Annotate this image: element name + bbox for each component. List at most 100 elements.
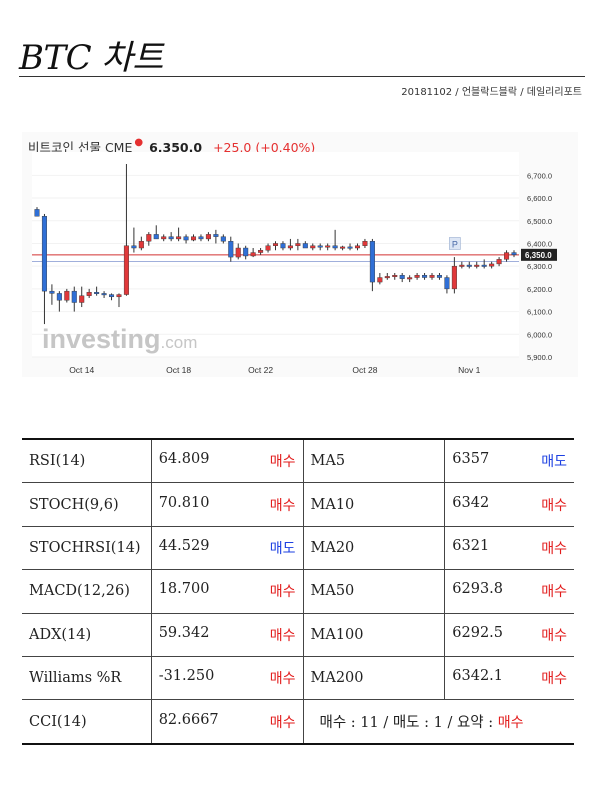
x-tick-label: Oct 14 — [69, 365, 94, 375]
indicator-name: STOCH(9,6) — [22, 482, 152, 527]
candle-body — [429, 275, 435, 278]
candle-body — [41, 216, 47, 292]
indicator-cell: 44.529 매도 — [151, 526, 304, 571]
ma-value: 6342 — [452, 494, 490, 511]
report-meta: 20181102 / 언블락드블락 / 데일리리포트 — [401, 87, 582, 98]
candle-body — [34, 209, 40, 217]
candle-body — [474, 264, 480, 267]
instrument-change: +25.0 (+0.40%) — [213, 140, 316, 155]
candle-body — [310, 245, 316, 249]
candle-body — [101, 293, 107, 296]
candlestick-chart: investing.com P 6,700.0 6,600.0 6,500.0 6,400… — [32, 152, 557, 375]
candle-body — [161, 236, 167, 240]
candle-body — [71, 290, 77, 303]
watermark-brand: investing — [42, 324, 161, 354]
x-tick-label: Nov 1 — [458, 365, 480, 375]
candle-body — [347, 246, 353, 249]
y-tick-label: 6,500.0 — [527, 217, 552, 226]
candle-body — [362, 240, 368, 246]
indicator-row: STOCHRSI(14) 44.529 매도 MA20 6321 매수 — [22, 526, 574, 571]
ma-value: 6357 — [452, 451, 490, 468]
signal-summary: 매수 : 11 / 매도 : 1 / 요약 : 매수 — [303, 700, 574, 744]
indicator-row: RSI(14) 64.809 매수 MA5 6357 매도 — [22, 439, 574, 484]
indicator-cell: 59.342 매수 — [151, 613, 304, 657]
y-tick-label: 6,700.0 — [527, 171, 552, 180]
ma-name: MA50 — [303, 569, 446, 614]
candle-body — [340, 246, 346, 249]
candle-body — [56, 293, 62, 301]
candle-body — [496, 259, 502, 265]
page-title: BTC 차트 — [19, 38, 164, 78]
ma-signal: 매수 — [541, 671, 567, 688]
candle-body — [489, 263, 495, 267]
last-price-label: 6,350.0 — [525, 251, 552, 260]
summary-text: 매수 : 11 / 매도 : 1 / 요약 : — [319, 715, 498, 732]
instrument-name: 비트코인 선물 CME — [28, 140, 133, 155]
indicator-signal: 매수 — [269, 497, 296, 514]
indicator-name: ADX(14) — [22, 613, 152, 657]
ma-signal: 매도 — [541, 454, 567, 471]
candle-body — [325, 245, 331, 248]
ma-signal: 매수 — [541, 627, 567, 644]
candle-body — [422, 275, 428, 278]
candle-body — [146, 234, 152, 242]
summary-result: 매수 — [497, 715, 524, 732]
candle-body — [377, 277, 383, 283]
x-tick-label: Oct 22 — [248, 365, 273, 375]
candle-body — [228, 240, 234, 258]
y-tick-label: 6,300.0 — [527, 262, 552, 271]
indicator-signal: 매수 — [269, 627, 296, 644]
instrument-price: 6,350.0 — [149, 140, 203, 155]
indicator-row: CCI(14) 82.6667 매수 매수 : 11 / 매도 : 1 / 요약 : … — [22, 699, 574, 744]
ma-name: MA10 — [303, 482, 446, 527]
candle-body — [250, 252, 256, 257]
candle-body — [258, 250, 264, 253]
candle-body — [436, 275, 442, 278]
indicator-value: -31.250 — [158, 668, 215, 685]
indicator-cell: 82.6667 매수 — [151, 699, 304, 744]
ma-value: 6342.1 — [452, 668, 504, 685]
watermark-suffix: .com — [161, 333, 198, 352]
indicator-value: 59.342 — [158, 624, 210, 641]
candle-body — [354, 245, 360, 249]
ma-cell: 6342 매수 — [444, 482, 574, 527]
indicator-name: MACD(12,26) — [22, 569, 152, 614]
indicator-signal: 매수 — [269, 584, 296, 601]
ma-name: MA200 — [303, 656, 446, 701]
candle-body — [138, 240, 144, 249]
indicator-name: Williams %R — [22, 656, 152, 701]
chart-header: 비트코인 선물 CME ● 6,350.0 +25.0 (+0.40%) — [28, 137, 315, 156]
candle-body — [94, 292, 100, 294]
ma-cell: 6342.1 매수 — [444, 656, 574, 701]
y-tick-label: 6,100.0 — [527, 308, 552, 317]
candle-body — [369, 240, 375, 283]
candle-body — [272, 243, 279, 246]
candle-body — [168, 236, 174, 240]
indicator-cell: 64.809 매수 — [151, 439, 304, 484]
y-tick-label: 6,600.0 — [527, 194, 552, 203]
candle-body — [481, 264, 487, 267]
ma-signal: 매수 — [541, 497, 567, 514]
title-divider — [19, 76, 585, 77]
ma-signal: 매수 — [541, 540, 567, 557]
y-tick-label: 6,200.0 — [527, 285, 552, 294]
live-dot-icon: ● — [134, 137, 144, 148]
ma-cell: 6293.8 매수 — [444, 569, 574, 614]
candle-body — [176, 236, 182, 240]
indicator-cell: -31.250 매수 — [151, 656, 304, 701]
ma-name: MA5 — [303, 439, 446, 484]
event-marker — [449, 237, 461, 250]
ma-name: MA20 — [303, 526, 446, 571]
indicator-row: STOCH(9,6) 70.810 매수 MA10 6342 매수 — [22, 482, 574, 527]
candle-body — [407, 277, 413, 280]
indicator-cell: 18.700 매수 — [151, 569, 304, 614]
candle-body — [444, 277, 450, 290]
candle-body — [466, 264, 472, 267]
candle-body — [399, 275, 405, 279]
last-price-tag — [521, 248, 557, 261]
candle-body — [243, 247, 249, 257]
candle-body — [198, 236, 204, 240]
ma-cell: 6321 매수 — [444, 526, 574, 571]
ma-cell: 6292.5 매수 — [444, 613, 574, 657]
candle-body — [191, 236, 197, 241]
